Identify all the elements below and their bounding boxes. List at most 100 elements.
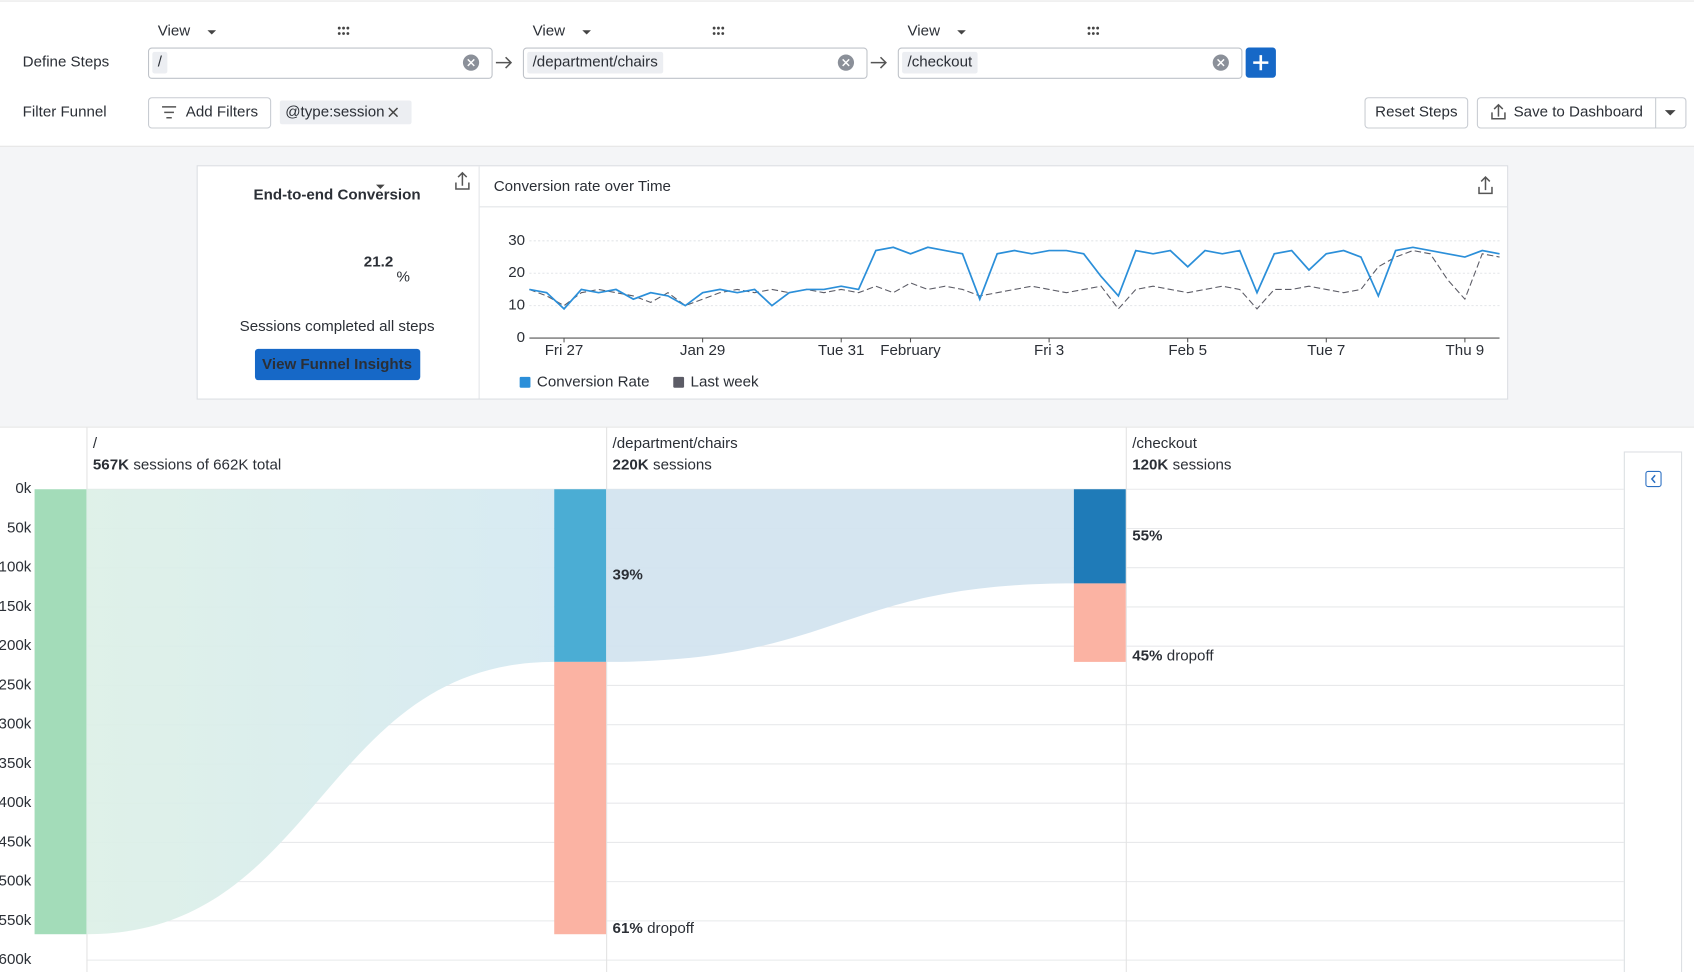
save-button[interactable] xyxy=(1476,97,1687,129)
step-path: /checkout xyxy=(908,54,973,71)
y-tick-label: 150k xyxy=(0,598,32,615)
y-tick-label: 0k xyxy=(15,480,31,497)
step-name: /checkout xyxy=(1132,435,1197,452)
add-filters-label: Add Filters xyxy=(186,103,259,120)
step-sessions: 120K sessions xyxy=(1132,456,1232,473)
caret xyxy=(207,30,217,35)
step-path: / xyxy=(158,54,163,71)
y-tick-label: 350k xyxy=(0,755,32,772)
flow xyxy=(606,489,1074,662)
insights-label: View Funnel Insights xyxy=(262,356,412,373)
filter-chip-label: @type:session xyxy=(285,103,384,120)
y-tick-label: 600k xyxy=(0,951,32,968)
filter-icon xyxy=(162,106,177,119)
drag-handle xyxy=(1087,26,1091,30)
dropoff-pct: 61% xyxy=(613,920,644,937)
drag-handle xyxy=(717,26,720,30)
collapse-icon xyxy=(1650,474,1656,484)
export-icon[interactable] xyxy=(455,171,470,190)
y-tick-label: 450k xyxy=(0,833,32,850)
reset-label: Reset Steps xyxy=(1375,103,1458,120)
step-action: View xyxy=(158,22,191,39)
converted-bar xyxy=(34,489,87,935)
drag-handle xyxy=(712,26,716,30)
step-input[interactable] xyxy=(148,47,493,79)
drag-handle xyxy=(346,26,350,30)
x-tick-label: Tue 31 xyxy=(818,342,864,359)
step-name: / xyxy=(93,435,98,452)
y-tick-label: 50k xyxy=(7,519,32,536)
y-tick-label: 250k xyxy=(0,676,32,693)
caret[interactable] xyxy=(376,184,385,189)
legend-label: Last week xyxy=(691,373,759,390)
dropoff-pct: 45% xyxy=(1132,647,1163,664)
clear-icon xyxy=(467,58,475,67)
export-icon[interactable] xyxy=(1478,176,1493,195)
drag-handle xyxy=(346,32,350,35)
step-chip xyxy=(527,51,664,74)
filter-chip[interactable] xyxy=(279,100,412,125)
step-action: View xyxy=(533,22,566,39)
insights-button[interactable] xyxy=(254,348,421,381)
reset-button[interactable] xyxy=(1364,97,1469,129)
summary-caption: Sessions completed all steps xyxy=(240,318,435,335)
sessions-text: sessions xyxy=(653,456,712,473)
y-tick-label: 300k xyxy=(0,716,32,733)
y-tick-label: 500k xyxy=(0,873,32,890)
define-label: Define Steps xyxy=(23,54,110,71)
drag-handle xyxy=(337,26,341,30)
step-sessions: 220K sessions xyxy=(613,456,713,473)
step-action: View xyxy=(908,22,941,39)
sessions-count: 120K xyxy=(1132,456,1168,473)
step-sessions: 567K sessions of 662K total xyxy=(93,456,281,473)
dropoff-word: dropoff xyxy=(1167,647,1215,664)
sessions-text: sessions xyxy=(1173,456,1232,473)
step-input[interactable] xyxy=(897,47,1243,79)
converted-bar xyxy=(554,489,607,662)
step-path: /department/chairs xyxy=(533,54,659,71)
caret xyxy=(582,30,591,35)
drag-handle xyxy=(721,26,725,30)
summary-title: End-to-end Conversion xyxy=(254,186,421,203)
legend-label: Conversion Rate xyxy=(537,373,650,390)
caret[interactable] xyxy=(1664,110,1676,116)
clear-icon xyxy=(1217,58,1225,67)
step-arrow xyxy=(870,56,887,69)
drag-handle xyxy=(1096,26,1100,30)
sessions-count: 220K xyxy=(613,456,649,473)
plus-icon xyxy=(1253,55,1269,71)
drag-handle xyxy=(1087,32,1091,35)
converted-bar xyxy=(1073,489,1126,584)
collapse-button[interactable] xyxy=(1645,470,1662,488)
drag-handle xyxy=(721,32,725,35)
step-arrow xyxy=(495,56,513,69)
drag-handle xyxy=(1091,26,1095,30)
y-tick-label: 550k xyxy=(0,912,32,929)
chart-title: Conversion rate over Time xyxy=(494,178,671,195)
x-tick-label: Feb 5 xyxy=(1168,342,1207,359)
series-line xyxy=(529,246,1500,311)
summary-value: 21.2 xyxy=(364,253,393,270)
dropoff-bar xyxy=(554,661,607,935)
y-tick-label: 0 xyxy=(517,329,525,346)
upload-icon xyxy=(1491,103,1506,120)
y-tick-label: 30 xyxy=(508,232,525,249)
step-chip xyxy=(152,51,168,74)
caret xyxy=(957,30,966,35)
x-tick-label: Fri 27 xyxy=(545,342,584,359)
legend-swatch xyxy=(673,376,685,388)
x-tick-label: Fri 3 xyxy=(1034,342,1064,359)
y-tick-label: 200k xyxy=(0,637,32,654)
y-tick-label: 10 xyxy=(508,297,525,314)
x-tick-label: Thu 9 xyxy=(1446,342,1485,359)
drag-handle xyxy=(1091,32,1095,35)
conversion-label: 55% xyxy=(1132,527,1163,544)
dropoff-bar xyxy=(1073,583,1126,662)
drag-handle xyxy=(717,32,720,35)
flow xyxy=(86,489,555,935)
save-label: Save to Dashboard xyxy=(1514,103,1643,120)
add-filters-button[interactable] xyxy=(148,97,272,129)
